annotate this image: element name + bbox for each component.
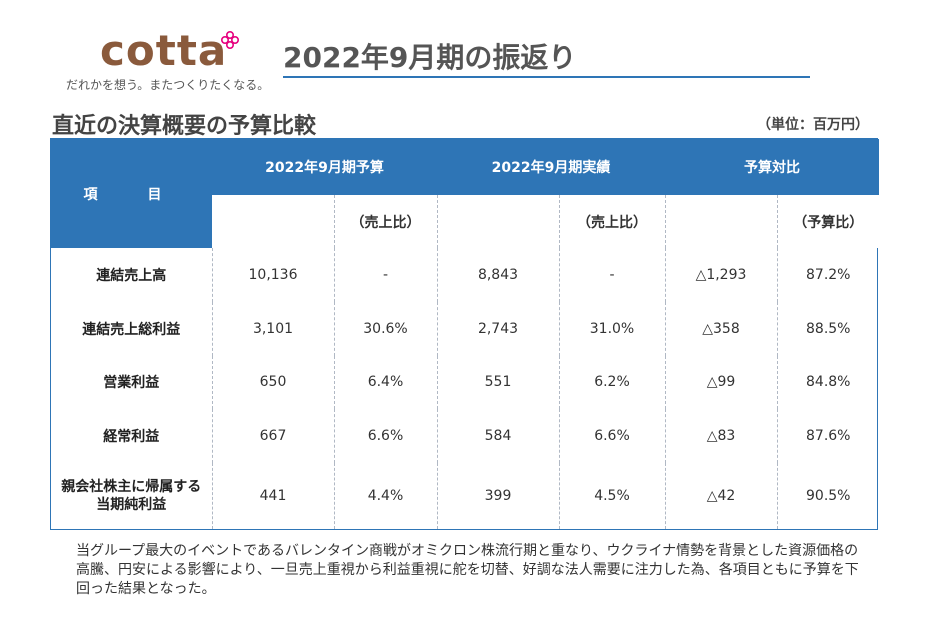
budget-value: 3,101: [212, 301, 335, 356]
table-row: 親会社株主に帰属する 当期純利益 441 4.4% 399 4.5% △42 9…: [51, 462, 879, 529]
section-title: 直近の決算概要の予算比較: [52, 114, 317, 139]
title-underline: [283, 76, 810, 78]
budget-value: 441: [212, 462, 335, 529]
actual-value: 2,743: [437, 301, 560, 356]
diff-ratio: 90.5%: [806, 487, 851, 504]
table-row: 連結売上高 10,136 - 8,843 - △1,293 87.2%: [51, 248, 879, 302]
diff-ratio: 87.2%: [806, 267, 851, 284]
unit-label: （単位：百万円）: [757, 117, 869, 133]
diff-value: △99: [665, 355, 778, 410]
header-comparison: 予算対比: [665, 139, 879, 195]
table-row: 営業利益 650 6.4% 551 6.2% △99 84.8%: [51, 355, 879, 410]
sub-header-budget-ratio: （売上比）: [334, 194, 438, 249]
row-label: 親会社株主に帰属する 当期純利益: [51, 462, 213, 529]
sub-header-empty: [665, 194, 778, 249]
row-label: 経常利益: [51, 409, 213, 463]
budget-ratio: 6.4%: [334, 355, 438, 410]
diff-ratio: 88.5%: [806, 320, 851, 337]
brand-tagline: だれかを想う。またつくりたくなる。: [66, 78, 270, 92]
page-title: 2022年9月期の振返り: [283, 41, 577, 74]
actual-ratio: 31.0%: [559, 301, 666, 356]
row-label: 連結売上高: [51, 248, 213, 302]
flower-icon: [220, 30, 240, 50]
cotta-logo: cotta: [100, 26, 240, 76]
row-label: 連結売上総利益: [51, 301, 213, 356]
header-item: 項 目: [51, 139, 212, 249]
budget-ratio: 6.6%: [334, 409, 438, 463]
row-label-line1: 親会社株主に帰属する: [61, 478, 202, 495]
diff-ratio: 87.6%: [806, 428, 851, 445]
logo-text: cotta: [100, 26, 228, 75]
budget-value: 10,136: [212, 248, 335, 302]
budget-ratio: -: [334, 248, 438, 302]
table-row: 経常利益 667 6.6% 584 6.6% △83 87.6%: [51, 409, 879, 463]
budget-comparison-table: 項 目 2022年9月期予算 2022年9月期実績 予算対比 （売上比） （売上…: [50, 138, 879, 530]
diff-value: △83: [665, 409, 778, 463]
sub-header-diff-ratio: （予算比）: [777, 194, 879, 249]
header-budget: 2022年9月期予算: [212, 139, 437, 195]
summary-note: 当グループ最大のイベントであるバレンタイン商戦がオミクロン株流行期と重なり、ウク…: [76, 543, 859, 597]
actual-value: 584: [437, 409, 560, 463]
diff-value: △358: [665, 301, 778, 356]
diff-value: △42: [665, 462, 778, 529]
budget-ratio: 30.6%: [334, 301, 438, 356]
header-actual: 2022年9月期実績: [437, 139, 665, 195]
actual-ratio: 4.5%: [559, 462, 666, 529]
budget-ratio: 4.4%: [334, 462, 438, 529]
actual-value: 551: [437, 355, 560, 410]
sub-header-actual-ratio: （売上比）: [559, 194, 666, 249]
sub-header-empty: [437, 194, 560, 249]
actual-ratio: -: [559, 248, 666, 302]
sub-header-empty: [212, 194, 335, 249]
budget-value: 650: [212, 355, 335, 410]
actual-ratio: 6.2%: [559, 355, 666, 410]
actual-value: 399: [437, 462, 560, 529]
row-label: 営業利益: [51, 355, 213, 410]
budget-value: 667: [212, 409, 335, 463]
actual-value: 8,843: [437, 248, 560, 302]
row-label-line2: 当期純利益: [96, 496, 167, 513]
table-row: 連結売上総利益 3,101 30.6% 2,743 31.0% △358 88.…: [51, 301, 879, 356]
diff-value: △1,293: [665, 248, 778, 302]
diff-ratio: 84.8%: [806, 374, 851, 391]
actual-ratio: 6.6%: [559, 409, 666, 463]
